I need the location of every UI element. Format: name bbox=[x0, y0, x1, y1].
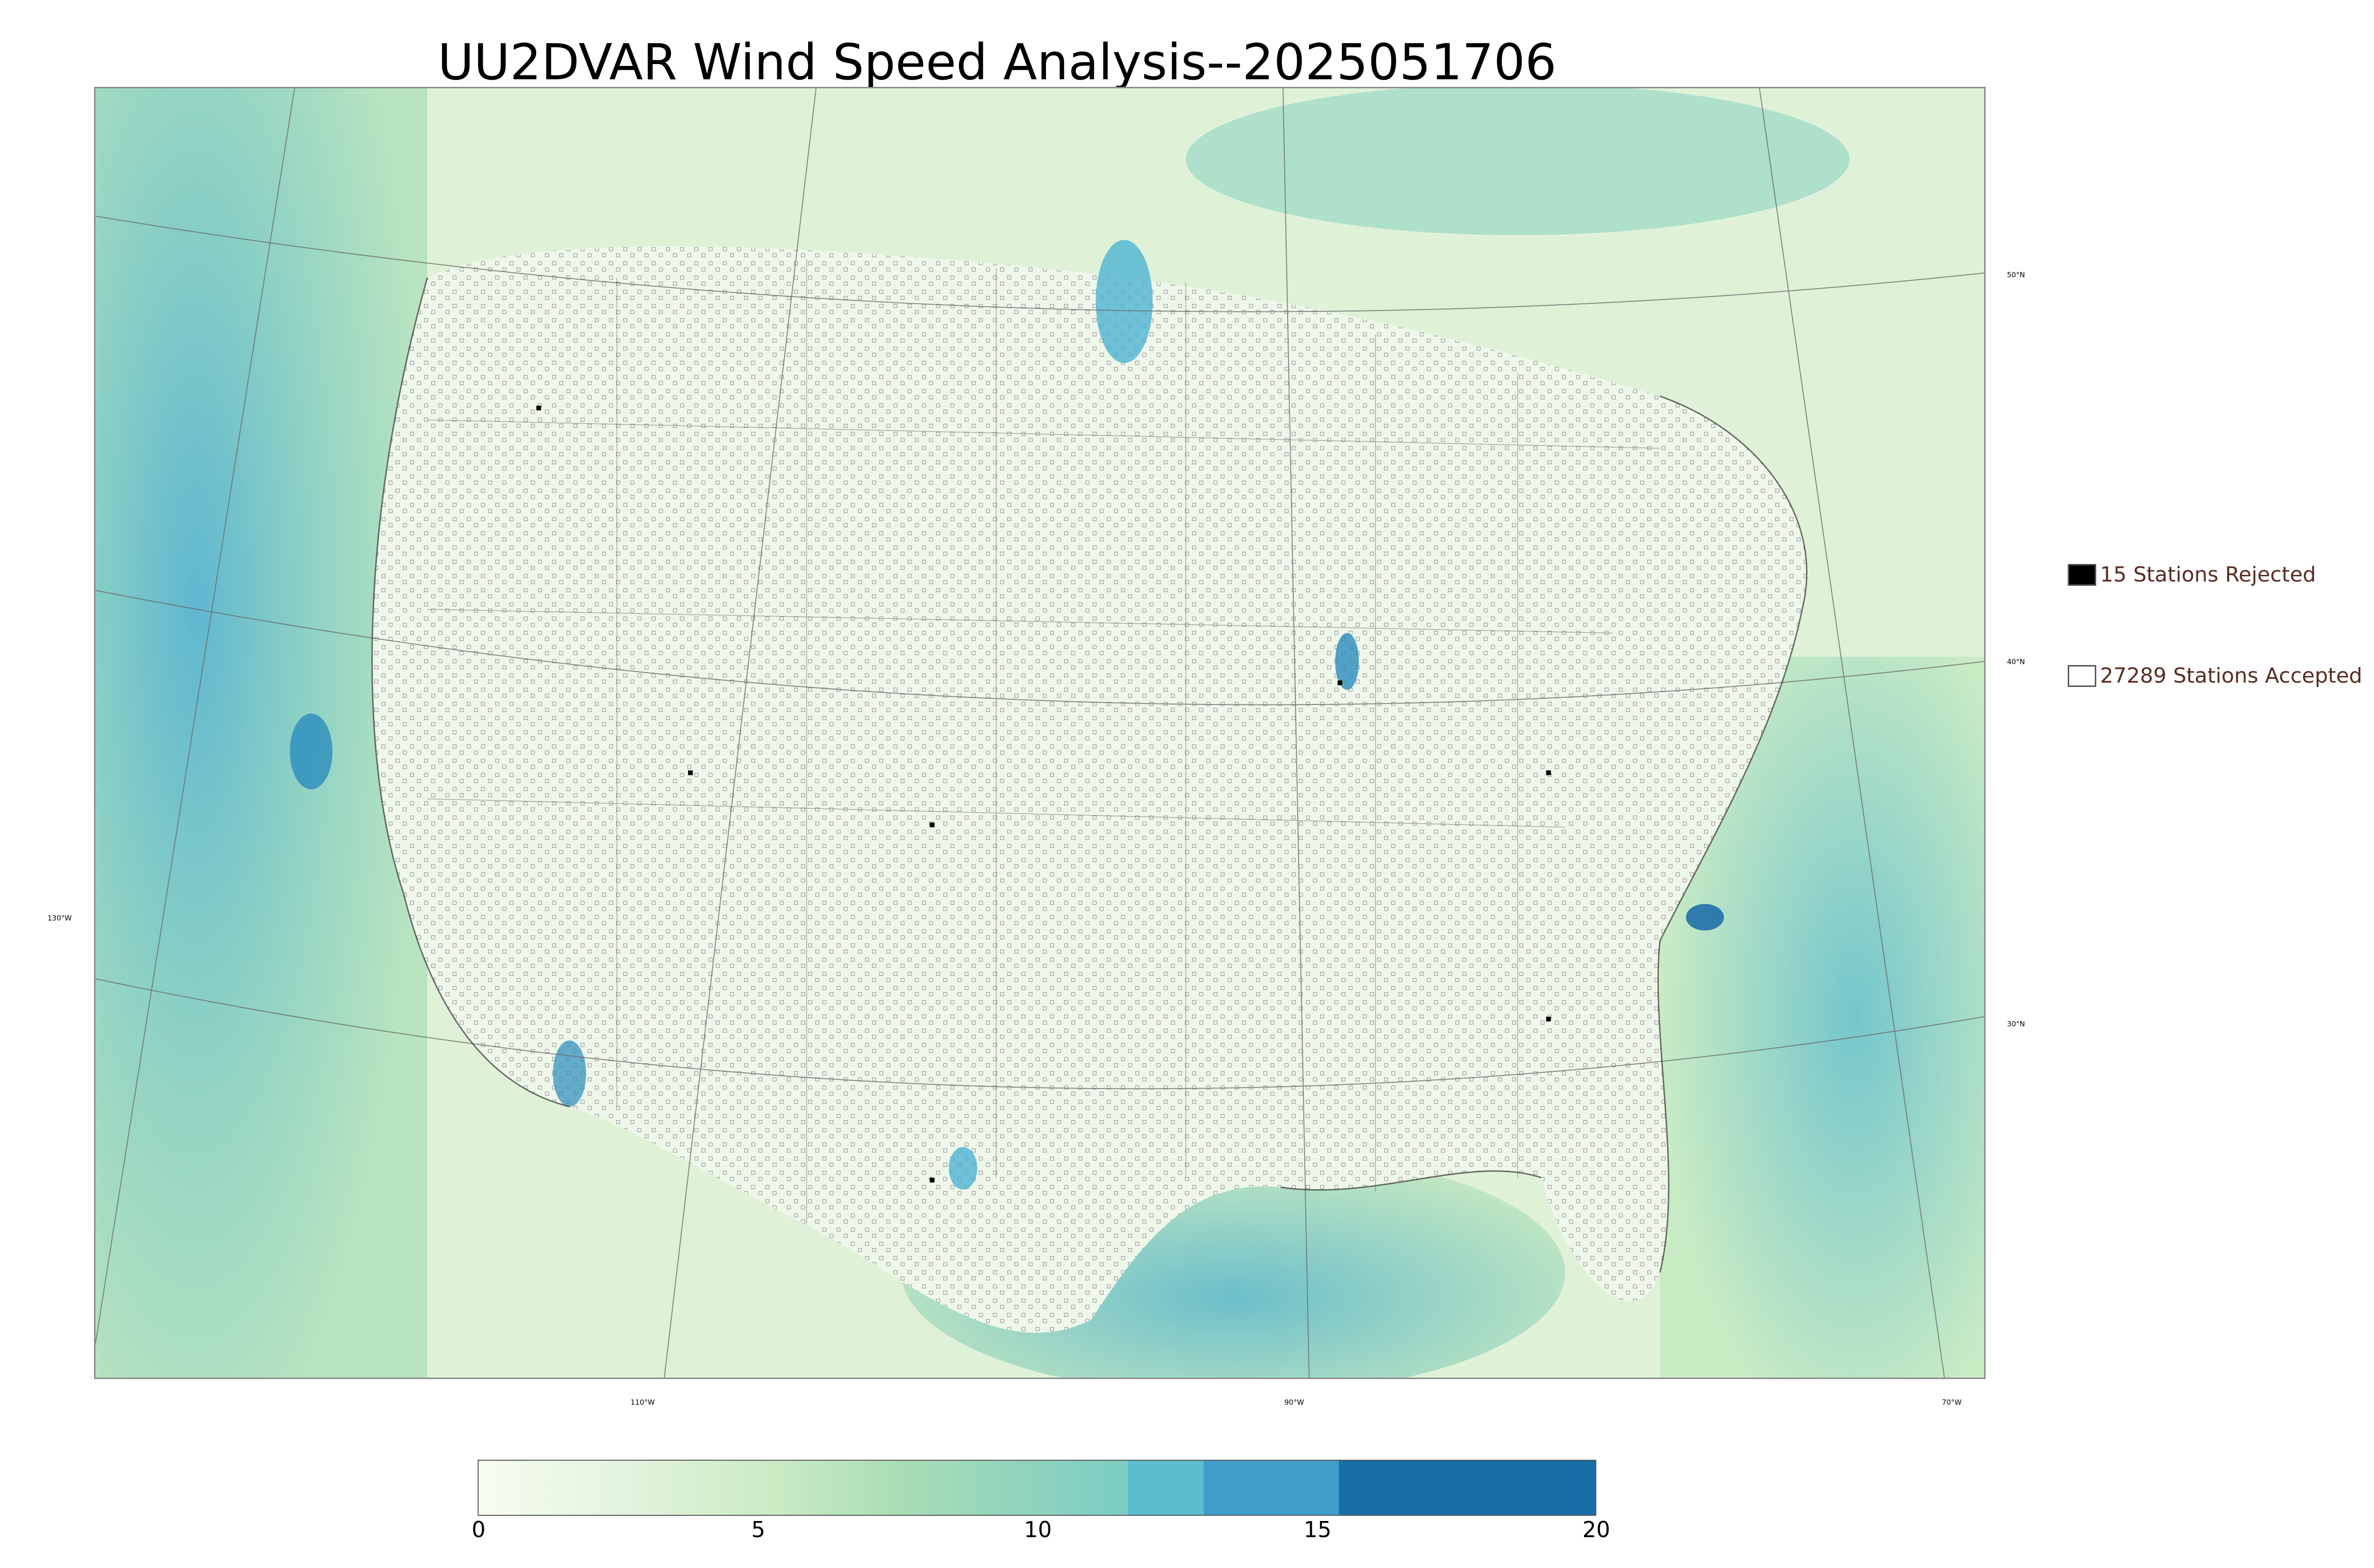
colorbar-tick-label: 5 bbox=[751, 1517, 765, 1542]
accepted-swatch bbox=[2068, 665, 2096, 687]
rejected-swatch bbox=[2068, 563, 2096, 586]
legend-rejected: 15 Stations Rejected bbox=[2068, 563, 2316, 587]
colorbar-tick-label: 15 bbox=[1303, 1517, 1332, 1542]
pacific-ocean bbox=[95, 88, 427, 1378]
colorbar-gradient bbox=[479, 1461, 1128, 1515]
lon-label-130w: 130°W bbox=[47, 914, 72, 922]
legend-rejected-label: 15 Stations Rejected bbox=[2100, 563, 2316, 587]
legend-accepted: 27289 Stations Accepted bbox=[2068, 664, 2362, 688]
colorbar-step bbox=[1128, 1461, 1204, 1515]
state-borders bbox=[427, 259, 1660, 1225]
lat-label-30n: 30°N bbox=[2007, 1020, 2025, 1028]
lon-label-70w: 70°W bbox=[1942, 1398, 1962, 1407]
map-canvas bbox=[95, 88, 1984, 1378]
colorbar-tick-label: 20 bbox=[1582, 1517, 1611, 1542]
lat-label-40n: 40°N bbox=[2007, 657, 2025, 666]
colorbar-tick-label: 0 bbox=[471, 1517, 486, 1542]
colorbar-tick-label: 10 bbox=[1024, 1517, 1052, 1542]
station-markers bbox=[372, 246, 1807, 1333]
lon-label-90w: 90°W bbox=[1284, 1398, 1304, 1407]
lake-winnipeg bbox=[1095, 240, 1153, 363]
lon-label-110w: 110°W bbox=[631, 1398, 655, 1407]
colorbar-step bbox=[1204, 1461, 1339, 1515]
colorbar-step bbox=[1338, 1461, 1595, 1515]
chart-title: UU2DVAR Wind Speed Analysis--2025051706 bbox=[437, 33, 1557, 91]
legend-accepted-label: 27289 Stations Accepted bbox=[2100, 664, 2363, 688]
wind-speed-map[interactable] bbox=[94, 87, 1986, 1379]
colorbar bbox=[478, 1460, 1596, 1516]
lat-label-50n: 50°N bbox=[2007, 271, 2025, 279]
graticule bbox=[95, 88, 1984, 1378]
